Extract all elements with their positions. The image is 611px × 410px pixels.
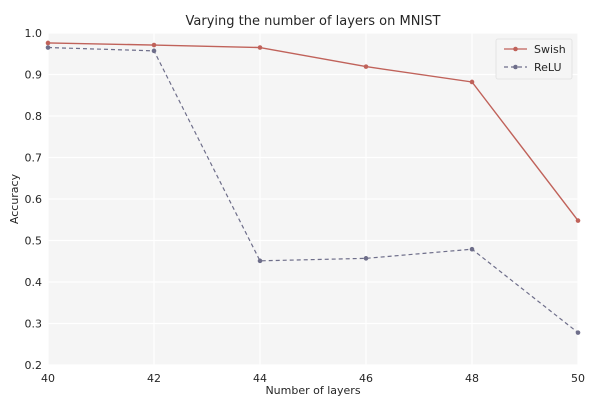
data-point-swish xyxy=(151,42,157,48)
data-point-swish xyxy=(469,79,475,85)
legend-marker-swish xyxy=(513,46,518,52)
data-point-swish xyxy=(45,40,51,46)
data-point-swish xyxy=(257,45,263,50)
x-tick-label: 48 xyxy=(465,372,479,385)
legend-label-swish: Swish xyxy=(534,43,566,56)
y-tick-label: 0.8 xyxy=(25,110,43,123)
y-tick-label: 0.4 xyxy=(25,276,43,289)
chart-title: Varying the number of layers on MNIST xyxy=(186,14,441,29)
legend-marker-relu xyxy=(513,64,518,70)
data-point-swish xyxy=(575,218,581,223)
y-tick-label: 0.9 xyxy=(25,69,43,82)
data-point-relu xyxy=(45,45,51,50)
x-tick-label: 50 xyxy=(571,372,585,385)
data-point-relu xyxy=(575,330,581,335)
series-lines xyxy=(45,40,581,335)
legend: Swish ReLU xyxy=(495,38,573,80)
series-line-swish xyxy=(47,42,579,222)
x-tick-label: 44 xyxy=(253,372,267,385)
data-point-relu xyxy=(257,258,263,264)
y-tick-label: 1.0 xyxy=(25,27,43,40)
x-axis-ticks: 40 42 44 46 48 50 xyxy=(41,372,585,385)
y-axis-ticks: 0.2 0.3 0.4 0.5 0.6 0.7 0.8 0.9 1.0 xyxy=(25,27,43,372)
y-tick-label: 0.5 xyxy=(25,235,43,248)
x-tick-label: 46 xyxy=(359,372,373,385)
x-axis-label: Number of layers xyxy=(265,384,360,397)
y-tick-label: 0.2 xyxy=(25,359,43,372)
y-tick-label: 0.6 xyxy=(25,193,43,206)
y-axis-label: Accuracy xyxy=(8,173,21,224)
y-tick-label: 0.3 xyxy=(25,318,43,331)
data-point-relu xyxy=(363,256,369,261)
data-point-swish xyxy=(363,64,369,69)
grid-lines xyxy=(47,32,579,366)
y-tick-label: 0.7 xyxy=(25,152,43,165)
x-tick-label: 42 xyxy=(147,372,161,385)
legend-label-relu: ReLU xyxy=(534,61,562,74)
data-point-relu xyxy=(469,246,475,252)
data-point-relu xyxy=(151,48,157,54)
series-line-relu xyxy=(47,46,579,334)
x-tick-label: 40 xyxy=(41,372,55,385)
